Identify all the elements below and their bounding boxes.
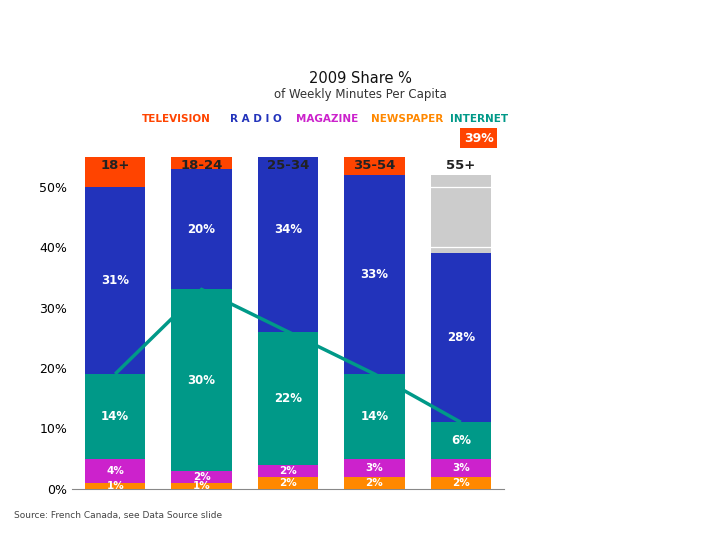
Bar <box>85 175 145 489</box>
Text: The Internet Has A Uniquely Strong Under-55 Skew.: The Internet Has A Uniquely Strong Under… <box>9 20 558 39</box>
Bar <box>171 168 232 289</box>
Text: 28%: 28% <box>446 331 475 344</box>
Text: TELEVISION: TELEVISION <box>142 114 211 124</box>
Text: 14%: 14% <box>360 410 389 423</box>
Bar <box>431 175 491 489</box>
Bar <box>171 483 232 489</box>
Bar <box>85 187 145 374</box>
Bar <box>171 289 232 470</box>
Text: 35-54: 35-54 <box>354 159 395 172</box>
Text: 2009 Share %: 2009 Share % <box>309 71 411 86</box>
Text: NEWSPAPER: NEWSPAPER <box>371 114 443 124</box>
Text: 33%: 33% <box>361 268 388 281</box>
Bar <box>344 0 405 175</box>
Bar <box>344 477 405 489</box>
Bar <box>344 175 405 489</box>
Text: 46%: 46% <box>187 23 216 36</box>
Text: 30%: 30% <box>188 374 215 387</box>
Text: 4%: 4% <box>107 465 124 476</box>
Text: 18+: 18+ <box>101 159 130 172</box>
Text: 31%: 31% <box>102 87 129 100</box>
Text: 2%: 2% <box>366 478 383 488</box>
Bar <box>258 175 318 489</box>
Text: 18-24: 18-24 <box>181 159 222 172</box>
Bar <box>344 374 405 458</box>
Text: MAGAZINE: MAGAZINE <box>297 114 359 124</box>
Text: 2%: 2% <box>452 478 469 488</box>
Text: 47%: 47% <box>360 26 389 39</box>
Bar <box>258 332 318 464</box>
Bar <box>258 464 318 477</box>
Bar <box>258 126 318 332</box>
Text: 3%: 3% <box>366 463 383 472</box>
Text: 2%: 2% <box>279 465 297 476</box>
Text: 1%: 1% <box>193 481 210 491</box>
Text: 40%: 40% <box>274 0 302 12</box>
Text: INTERNET: INTERNET <box>450 114 508 124</box>
Text: 22%: 22% <box>274 392 302 404</box>
Text: Source: French Canada, see Data Source slide: Source: French Canada, see Data Source s… <box>14 511 222 521</box>
Bar <box>431 458 491 477</box>
Bar <box>344 458 405 477</box>
Text: of Weekly Minutes Per Capita: of Weekly Minutes Per Capita <box>274 88 446 101</box>
Text: 2%: 2% <box>279 478 297 488</box>
Text: R A D I O: R A D I O <box>230 114 282 124</box>
Text: 1%: 1% <box>107 481 124 491</box>
Text: 20%: 20% <box>188 222 215 235</box>
Bar <box>431 253 491 422</box>
Bar <box>431 422 491 458</box>
Text: 34%: 34% <box>274 222 302 235</box>
Bar <box>431 477 491 489</box>
Text: 25-34: 25-34 <box>267 159 309 172</box>
Text: 31%: 31% <box>102 274 129 287</box>
Text: 6%: 6% <box>451 434 471 447</box>
Bar <box>85 483 145 489</box>
Bar <box>171 470 232 483</box>
Bar <box>85 458 145 483</box>
Text: 3%: 3% <box>452 463 469 472</box>
Bar <box>258 477 318 489</box>
Bar <box>171 175 232 489</box>
Bar <box>85 0 145 187</box>
Text: 55+: 55+ <box>446 159 475 172</box>
Bar <box>258 0 318 126</box>
Bar <box>85 374 145 458</box>
Text: 2%: 2% <box>193 471 210 482</box>
Text: 39%: 39% <box>464 132 494 145</box>
Text: 14%: 14% <box>101 410 130 423</box>
Bar <box>171 0 232 168</box>
Bar <box>344 175 405 374</box>
